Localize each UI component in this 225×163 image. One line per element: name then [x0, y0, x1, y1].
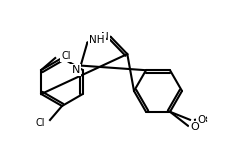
Text: O: O [189, 122, 198, 132]
Text: Cl: Cl [61, 51, 70, 61]
Text: NH: NH [89, 35, 104, 44]
Text: N: N [71, 65, 79, 75]
Text: Cl: Cl [35, 118, 45, 128]
Text: N: N [100, 32, 108, 42]
Text: O: O [196, 115, 204, 125]
